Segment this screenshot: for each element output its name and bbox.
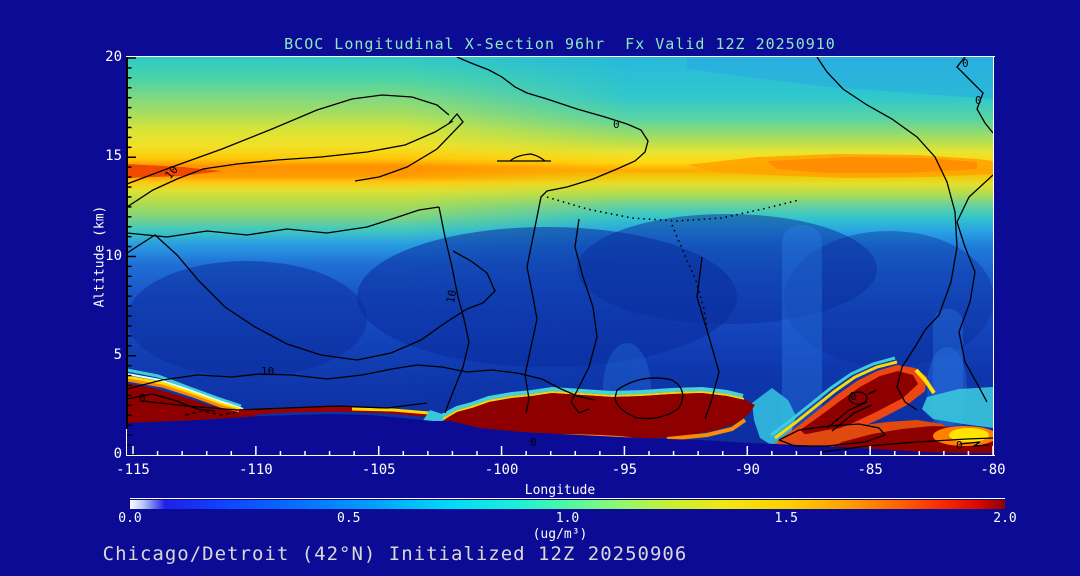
x-tick-label: -115	[116, 462, 150, 478]
x-axis-ticks	[132, 446, 994, 455]
y-tick-label: 5	[113, 346, 122, 363]
x-axis-label: Longitude	[524, 483, 596, 498]
west-surface-plume	[127, 383, 260, 423]
contour-plot-svg	[126, 56, 997, 456]
chart-title: BCOC Longitudinal X-Section 96hr Fx Vali…	[284, 35, 836, 53]
colorbar-tick-label: 0.0	[118, 511, 142, 526]
y-tick-label: 20	[105, 49, 122, 65]
contour-value-label: 10	[261, 365, 275, 378]
contour-value-label: 0	[530, 436, 537, 449]
contour-plot-area	[126, 56, 997, 456]
x-tick-label: -80	[980, 462, 1006, 478]
colorbar-gradient	[130, 500, 1005, 509]
colorbar-tick-label: 1.5	[774, 511, 798, 526]
colorbar-border	[130, 498, 1005, 499]
terrain-mask	[127, 414, 993, 455]
x-tick-label: -105	[361, 462, 396, 478]
x-tick-label: -85	[857, 462, 883, 478]
frame-right	[993, 56, 994, 456]
colorbar-tick-label: 0.5	[337, 511, 361, 526]
x-tick-label: -110	[238, 462, 273, 478]
chart-subtitle: Chicago/Detroit (42°N) Initialized 12Z 2…	[102, 543, 688, 565]
y-tick-label: 10	[105, 247, 122, 264]
frame-top	[126, 56, 995, 57]
colorbar-tick-label: 2.0	[993, 511, 1017, 526]
y-tick-label: 0	[113, 446, 122, 462]
contour-value-label: 0	[139, 392, 146, 405]
frame-left-black	[126, 57, 128, 429]
central-surface-plume	[432, 393, 755, 441]
contour-value-label: 0	[962, 57, 969, 70]
contour-value-label: 10	[444, 288, 460, 305]
contour-value-label: 0	[613, 118, 620, 131]
contour-value-label: 0	[956, 439, 963, 452]
x-tick-label: -90	[734, 462, 760, 478]
frame-bottom	[126, 455, 995, 456]
x-tick-label: -95	[611, 462, 638, 478]
contour-value-label: 0	[975, 94, 982, 107]
colorbar-tick-label: 1.0	[555, 511, 580, 526]
x-tick-label: -100	[484, 462, 519, 478]
colorbar-units-label: (ug/m³)	[532, 527, 588, 542]
contour-lines	[126, 56, 994, 453]
y-tick-label: 15	[105, 148, 122, 165]
